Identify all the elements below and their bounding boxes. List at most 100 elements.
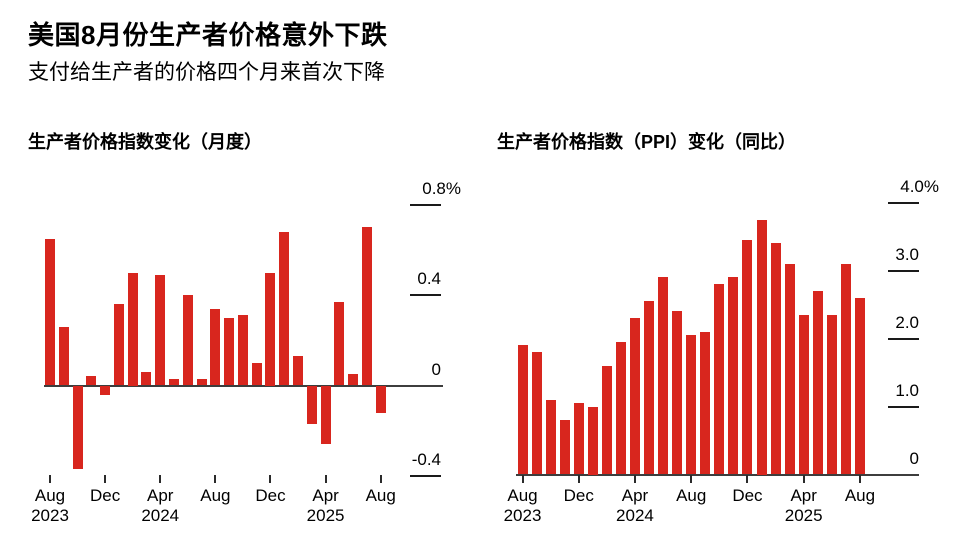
bar (573, 403, 584, 475)
bar (798, 314, 809, 475)
bar (334, 301, 345, 386)
bar (72, 385, 83, 470)
bar (100, 385, 111, 395)
page-title: 美国8月份生产者价格意外下跌 (28, 20, 388, 50)
bar (601, 365, 612, 475)
x-axis-month-label: Dec (255, 486, 286, 505)
x-tick-mark (214, 475, 217, 483)
bar (86, 376, 97, 386)
x-axis-year-label: 2024 (616, 506, 654, 525)
y-tick-dash (888, 337, 919, 340)
bar (714, 284, 725, 475)
x-axis-month-label: Aug (676, 486, 707, 505)
bar (559, 420, 570, 475)
bar (587, 406, 598, 475)
bar (113, 304, 124, 386)
y-axis-label: -0.4 (411, 449, 441, 469)
x-axis-year-label: 2024 (141, 506, 180, 525)
x-tick-mark (858, 475, 861, 483)
x-tick-mark (104, 475, 107, 483)
y-axis-label: 0.8% (422, 178, 461, 198)
bar (700, 331, 711, 475)
bar (293, 356, 304, 386)
x-axis-month-label: Dec (732, 486, 763, 505)
bar (375, 385, 386, 413)
bar (686, 335, 697, 475)
bar (756, 219, 767, 475)
bar (545, 399, 556, 475)
x-axis-year-label: 2023 (503, 506, 542, 525)
bar (224, 317, 235, 386)
x-axis-month-label: Apr (147, 486, 174, 505)
x-axis-month-label: Aug (507, 486, 538, 505)
y-axis-label: 0.4 (417, 269, 441, 289)
x-axis-month-label: Aug (200, 486, 231, 505)
chart-title-monthly: 生产者价格指数变化（月度） (28, 132, 262, 152)
bar (169, 378, 180, 386)
bar (531, 352, 542, 475)
chart-title-yoy: 生产者价格指数（PPI）变化（同比） (497, 132, 797, 152)
bar (854, 297, 865, 475)
x-axis-year-label: 2025 (306, 506, 345, 525)
x-axis-month-label: Aug (844, 486, 876, 505)
x-tick-mark (379, 475, 382, 483)
page-subtitle: 支付给生产者的价格四个月来首次下降 (28, 61, 385, 84)
bar (812, 290, 823, 475)
y-tick-dash (410, 203, 441, 206)
y-axis-label: 2.0 (895, 312, 919, 332)
bar (279, 231, 290, 386)
x-axis-month-label: Apr (621, 486, 649, 505)
x-tick-mark (577, 475, 580, 483)
y-axis-label: 4.0% (900, 176, 939, 196)
y-tick-dash (888, 201, 919, 204)
bar (742, 239, 753, 475)
bar (306, 385, 317, 424)
bar (265, 272, 276, 386)
x-tick-mark (802, 475, 805, 483)
x-tick-mark (746, 475, 749, 483)
y-axis-label: 0 (909, 448, 919, 468)
bar (155, 274, 166, 386)
bar (629, 318, 640, 475)
bar (615, 341, 626, 475)
bar (826, 314, 837, 475)
bar (182, 295, 193, 386)
bar (840, 263, 851, 475)
y-tick-dash (410, 294, 441, 297)
bar (517, 345, 528, 475)
y-tick-dash (410, 474, 441, 477)
bar (196, 378, 207, 386)
x-axis-month-label: Aug (365, 486, 396, 505)
bar (320, 385, 331, 445)
y-tick-dash (888, 405, 919, 408)
x-axis-month-label: Apr (790, 486, 817, 505)
bar (58, 326, 69, 386)
bar (210, 308, 221, 386)
bar (644, 301, 655, 475)
y-tick-dash (888, 269, 919, 272)
x-axis-month-label: Aug (34, 486, 66, 505)
x-tick-mark (521, 475, 524, 483)
x-tick-mark (690, 475, 693, 483)
bar (672, 311, 683, 475)
bar (728, 277, 739, 475)
x-tick-mark (633, 475, 636, 483)
zero-axis-line (44, 384, 443, 387)
x-axis-year-label: 2025 (784, 506, 823, 525)
bar (251, 362, 262, 386)
zero-axis-line (516, 473, 919, 476)
x-tick-mark (49, 475, 51, 483)
bar (770, 243, 781, 475)
x-axis-month-label: Dec (563, 486, 594, 505)
bar (658, 277, 669, 475)
bar (45, 238, 55, 386)
bar (361, 227, 372, 386)
y-axis-label: 1.0 (895, 380, 919, 400)
x-axis-month-label: Dec (89, 486, 121, 505)
x-tick-mark (269, 475, 272, 483)
bar (141, 371, 152, 386)
x-axis-year-label: 2023 (31, 506, 69, 525)
x-tick-mark (324, 475, 327, 483)
bar (784, 263, 795, 475)
